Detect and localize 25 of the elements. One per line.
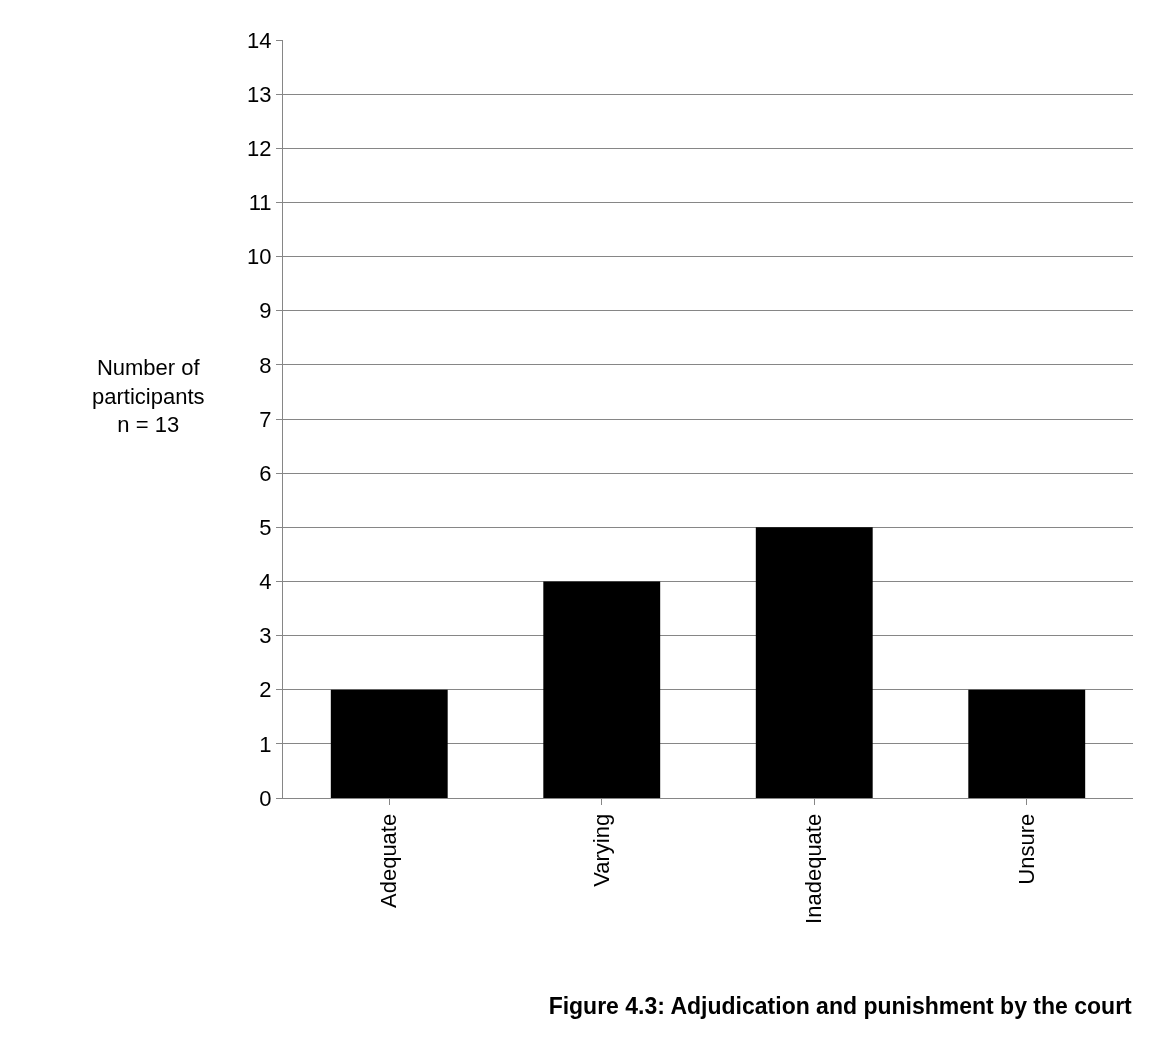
y-tick-label: 10 [247,244,272,270]
y-tick-label: 14 [247,27,272,53]
y-axis-title: Number of participants n = 13 [92,355,205,438]
y-tick-label: 4 [259,569,272,595]
y-tick-label: 6 [259,460,272,486]
y-tick-label: 0 [259,785,272,811]
x-tick-label: Varying [588,813,614,887]
y-tick-label: 5 [259,514,272,540]
y-tick-label: 2 [259,677,272,703]
x-tick-label: Adequate [376,813,402,908]
y-tick-label: 11 [248,190,272,216]
y-tick-label: 8 [259,352,272,378]
y-tick-label: 13 [247,81,272,107]
text: Figure 4.3: Adjudication and punishment by the court [548,993,1133,1020]
bar [543,581,661,798]
bar [968,689,1086,798]
y-tick-label: 12 [247,135,272,161]
y-tick-label: 7 [259,406,272,432]
bar [755,527,873,798]
x-tick-label: Unsure [1013,813,1039,885]
y-tick-label: 3 [259,623,272,649]
bar [330,689,448,798]
y-tick-label: 9 [259,298,272,324]
x-tick-label: Inadequate [801,813,827,924]
y-tick-label: 1 [259,731,272,757]
